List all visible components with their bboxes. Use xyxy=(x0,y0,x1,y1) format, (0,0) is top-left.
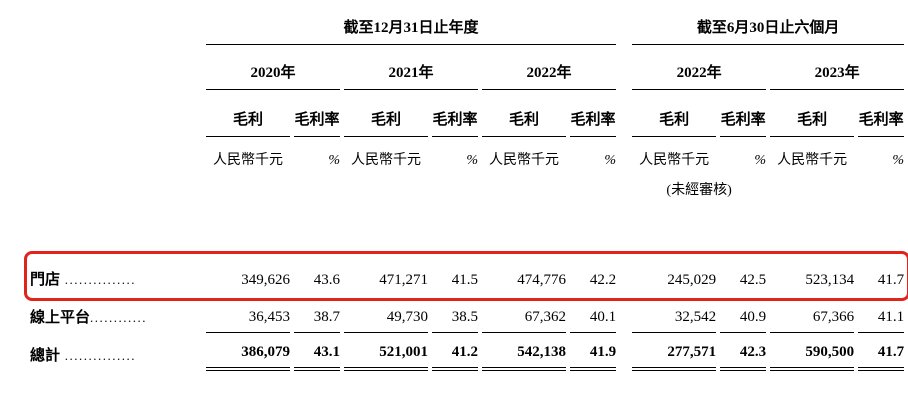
row-stores: 門店 ............... 349,626 43.6 471,271 … xyxy=(23,251,908,301)
unit-rmb: 人民幣千元 xyxy=(213,153,283,168)
cell-value: 41.7 xyxy=(858,333,905,371)
cell-value: 42.5 xyxy=(739,272,767,288)
unit-percent: % xyxy=(604,153,617,168)
unit-rmb: 人民幣千元 xyxy=(351,153,421,168)
year-2022-interim: 2022年 xyxy=(632,45,767,90)
gross-profit-header: 毛利 xyxy=(344,90,428,137)
cell-value: 49,730 xyxy=(344,295,428,333)
year-2022: 2022年 xyxy=(482,45,617,90)
cell-value: 40.9 xyxy=(720,295,767,333)
cell-value: 41.5 xyxy=(451,272,478,288)
cell-value: 67,362 xyxy=(482,295,566,333)
cell-value: 42.3 xyxy=(720,333,767,371)
period-group-interim: 截至6月30日止六個月 xyxy=(632,14,905,45)
unit-percent: % xyxy=(892,153,905,168)
row-online-platform: 線上平台............ 36,453 38.7 49,730 38.5… xyxy=(30,295,905,333)
spacer-row xyxy=(30,199,904,257)
metric-header-row: 毛利 毛利率 毛利 毛利率 毛利 毛利率 毛利 毛利率 毛利 毛利率 xyxy=(30,90,905,137)
cell-value: 36,453 xyxy=(206,295,290,333)
unit-rmb: 人民幣千元 xyxy=(777,153,848,168)
unit-percent: % xyxy=(328,153,340,168)
row-label-text: 線上平台 xyxy=(30,310,91,326)
gross-margin-header: 毛利率 xyxy=(294,90,340,137)
gross-profit-header: 毛利 xyxy=(482,90,566,137)
cell-value: 277,571 xyxy=(632,333,717,371)
unit-percent: % xyxy=(466,153,478,168)
gross-profit-table: 截至12月31日止年度 截至6月30日止六個月 2020年 2021年 2022… xyxy=(23,14,908,371)
cell-value: 386,079 xyxy=(206,333,290,371)
column-gap xyxy=(620,14,628,45)
dot-leader: ............ xyxy=(90,310,148,325)
unit-row: 人民幣千元 % 人民幣千元 % 人民幣千元 % 人民幣千元 % 人民幣千元 % xyxy=(30,137,904,169)
cell-value: 245,029 xyxy=(667,272,717,288)
gross-margin-header: 毛利率 xyxy=(432,90,478,137)
dot-leader: ............... xyxy=(60,348,137,363)
cell-value: 474,776 xyxy=(517,272,566,288)
cell-value: 41.7 xyxy=(877,272,905,288)
cell-value: 41.9 xyxy=(570,333,617,371)
gross-margin-header: 毛利率 xyxy=(720,90,767,137)
gross-margin-header: 毛利率 xyxy=(858,90,905,137)
gross-profit-header: 毛利 xyxy=(770,90,855,137)
cell-value: 41.2 xyxy=(432,333,478,371)
gross-profit-header: 毛利 xyxy=(206,90,290,137)
cell-value: 40.1 xyxy=(570,295,617,333)
unit-percent: % xyxy=(754,153,767,168)
period-group-annual: 截至12月31日止年度 xyxy=(206,14,617,45)
row-label: 線上平台............ xyxy=(30,295,202,333)
cell-value: 542,138 xyxy=(482,333,566,371)
cell-value: 32,542 xyxy=(632,295,717,333)
cell-value: 43.1 xyxy=(294,333,340,371)
cell-value: 41.1 xyxy=(858,295,905,333)
unaudited-note: (未經審核) xyxy=(666,183,732,198)
row-label: 門店 ............... xyxy=(30,257,202,295)
cell-value: 349,626 xyxy=(241,272,290,288)
cell-value: 523,134 xyxy=(805,272,855,288)
year-2020: 2020年 xyxy=(206,45,340,90)
unit-rmb: 人民幣千元 xyxy=(639,153,710,168)
unit-rmb: 人民幣千元 xyxy=(489,153,559,168)
cell-value: 471,271 xyxy=(379,272,428,288)
row-label-text: 總計 xyxy=(30,348,61,364)
gross-profit-header: 毛利 xyxy=(632,90,717,137)
cell-value: 42.2 xyxy=(589,272,617,288)
row-total: 總計 ............... 386,079 43.1 521,001 … xyxy=(30,333,905,371)
empty-corner xyxy=(30,14,202,45)
cell-value: 521,001 xyxy=(344,333,428,371)
dot-leader: ............... xyxy=(60,272,137,287)
cell-value: 67,366 xyxy=(770,295,855,333)
year-header-row: 2020年 2021年 2022年 2022年 2023年 xyxy=(30,45,905,90)
unaudited-note-row: (未經審核) xyxy=(30,169,904,199)
row-label-text: 門店 xyxy=(30,272,61,288)
cell-value: 590,500 xyxy=(770,333,855,371)
year-2023-interim: 2023年 xyxy=(770,45,905,90)
cell-value: 43.6 xyxy=(313,272,340,288)
cell-value: 38.7 xyxy=(294,295,340,333)
row-label: 總計 ............... xyxy=(30,333,202,371)
period-group-header-row: 截至12月31日止年度 截至6月30日止六個月 xyxy=(30,14,905,45)
year-2021: 2021年 xyxy=(344,45,478,90)
cell-value: 38.5 xyxy=(432,295,478,333)
gross-margin-header: 毛利率 xyxy=(570,90,617,137)
